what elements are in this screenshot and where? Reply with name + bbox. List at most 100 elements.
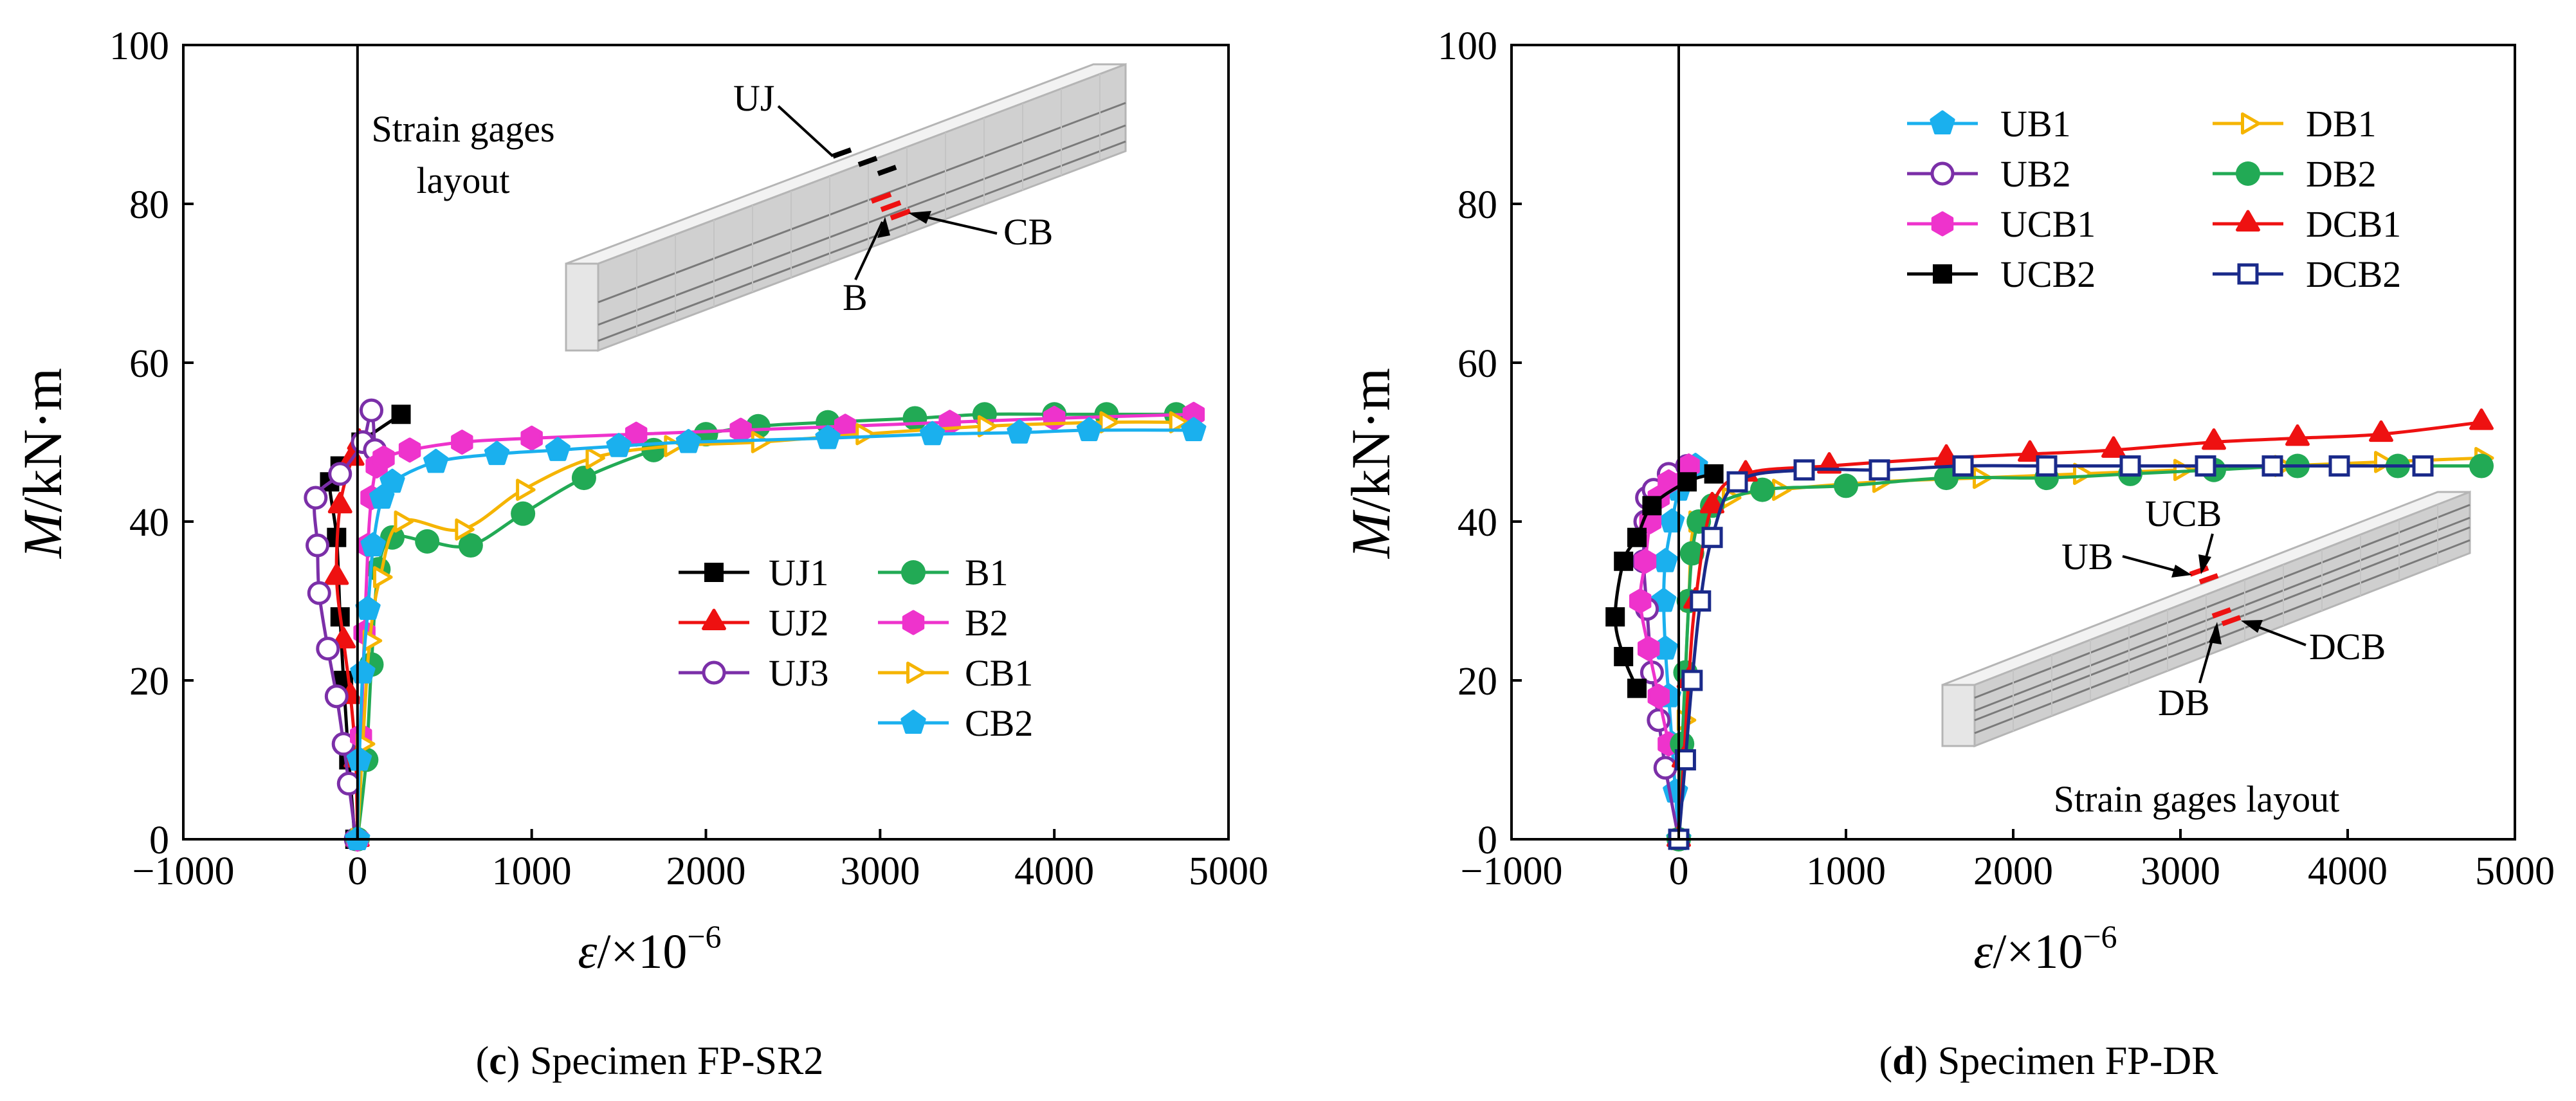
data-point-b1-5: [415, 529, 440, 554]
data-point-cb2-11: [675, 429, 702, 453]
x-axis-symbol-c: ε: [578, 925, 597, 979]
x-axis-unit-d: /×10: [1993, 925, 2083, 979]
legend-item-db1: DB1: [2213, 103, 2377, 145]
data-point-cb1-9: [751, 431, 771, 453]
data-point-uj3-7: [304, 486, 328, 510]
data-point-b1-6: [458, 533, 483, 558]
data-point-cb1-6: [516, 478, 536, 501]
data-point-dcb1-12: [2369, 420, 2393, 442]
legend-label-cb2: CB2: [965, 702, 1033, 744]
data-point-cb2-7: [423, 448, 449, 473]
beam-c-front-face: [597, 62, 1127, 352]
data-point-cb2-8: [484, 441, 510, 466]
legend-label-db1: DB1: [2306, 103, 2377, 145]
data-point-uj3-8: [328, 462, 352, 486]
caption-d: (d) Specimen FP-DR: [1879, 1039, 2218, 1083]
y-tick-label-c-2: 40: [129, 501, 169, 545]
beam-d-front-face: [1973, 490, 2471, 748]
legend-label-uj1: UJ1: [769, 552, 828, 594]
legend-marker-d-dcb2: [2237, 263, 2259, 285]
data-point-cb2-10: [606, 433, 632, 457]
data-point-uj2-3: [331, 626, 356, 649]
data-point-cb2-16: [1181, 417, 1207, 442]
data-point-dcb2-8: [1952, 455, 1974, 477]
data-point-ucb2-0: [1627, 678, 1647, 698]
legend-label-dcb1: DCB1: [2306, 203, 2401, 245]
beam-c-stirrups: [636, 74, 1101, 336]
data-point-cb1-5: [455, 518, 475, 541]
legend-item-db2: DB2: [2213, 153, 2377, 195]
data-point-uj2-4: [324, 563, 349, 585]
data-point-ucb2-1: [1614, 646, 1634, 666]
data-point-b1-8: [571, 466, 596, 491]
legend-item-ucb2: UCB2: [1907, 253, 2096, 295]
legend-item-ub1: UB1: [1907, 103, 2071, 145]
arrow-ub: [2171, 565, 2192, 578]
strain-gages-uj: [832, 147, 897, 176]
data-point-b2-7: [398, 437, 421, 463]
x-tick-label-d-0: −1000: [1461, 850, 1563, 893]
x-axis-label-c: ε/×10−6: [578, 918, 721, 979]
y-tick-label-c-1: 20: [129, 660, 169, 704]
beam-c-rebar-2: [598, 124, 1126, 326]
data-point-ucb1-3: [1629, 588, 1652, 614]
data-point-uj3-3: [324, 684, 349, 709]
legend-item-dcb1: DCB1: [2213, 203, 2401, 245]
legend-marker-d-db1: [2241, 112, 2261, 135]
y-axis-label-c: M/kN·m: [12, 368, 73, 560]
data-point-b2-11: [729, 417, 752, 443]
data-point-cb1-10: [855, 423, 875, 446]
inset-c: Strain gages layout: [371, 62, 1127, 352]
legend-label-ucb1: UCB1: [2000, 203, 2096, 245]
x-tick-label-c-3: 2000: [666, 850, 746, 893]
leader-uj: [777, 105, 834, 158]
legend-label-b1: B1: [965, 552, 1009, 594]
beam-drawing-c: [565, 62, 1127, 352]
y-tick-label-d-5: 100: [1438, 24, 1497, 68]
x-axis-exp-c: −6: [687, 918, 721, 954]
data-point-dcb1-10: [2202, 428, 2226, 450]
y-axis-symbol-d: M: [1340, 509, 1402, 560]
strain-gages-cb: [870, 192, 911, 221]
data-point-cb1-12: [1099, 411, 1119, 433]
data-point-dcb2-7: [1868, 459, 1890, 481]
data-point-dcb2-13: [2328, 455, 2350, 477]
data-point-cb1-3: [373, 566, 393, 588]
caption-c: (c) Specimen FP-SR2: [476, 1039, 824, 1083]
legend-label-cb1: CB1: [965, 652, 1033, 694]
legend-marker-c-cb1: [906, 661, 926, 684]
data-point-cb2-4: [360, 532, 386, 557]
data-point-dcb2-5: [1726, 471, 1748, 493]
beam-d-stirrups: [2013, 505, 2438, 731]
series-line-cb2: [356, 428, 1194, 840]
arrow-db: [2209, 622, 2222, 644]
caption-d-text: Specimen FP-DR: [1938, 1039, 2218, 1083]
x-tick-label-d-1: 0: [1669, 850, 1689, 893]
data-point-db1-8: [2073, 462, 2093, 486]
data-point-dcb1-7: [1934, 444, 1959, 466]
legend-item-dcb2: DCB2: [2213, 253, 2401, 295]
data-point-dcb2-6: [1793, 459, 1815, 481]
y-tick-label-c-5: 100: [109, 24, 169, 68]
data-point-cb2-13: [919, 421, 945, 446]
data-point-ucb2-2: [1605, 607, 1625, 627]
data-point-dcb2-9: [2036, 455, 2058, 477]
data-point-cb2-1: [346, 747, 372, 771]
x-axis-exp-d: −6: [2083, 918, 2117, 954]
x-tick-label-c-2: 1000: [492, 850, 572, 893]
x-tick-label-c-1: 0: [347, 850, 367, 893]
data-point-dcb1-8: [2018, 440, 2042, 462]
data-point-dcb2-14: [2412, 455, 2434, 477]
series-line-cb1: [356, 420, 1176, 840]
data-point-ub2-1: [1653, 756, 1677, 780]
data-point-ucb1-2: [1637, 636, 1660, 662]
data-point-b1-13: [902, 406, 927, 431]
y-axis-label-d: M/kN·m: [1340, 368, 1402, 560]
x-axis-unit-c: /×10: [597, 925, 687, 979]
legend-marker-d-ub1: [1930, 110, 1955, 135]
strain-gages-ub-ucb: [2189, 565, 2219, 585]
x-axis-label-d: ε/×10−6: [1973, 918, 2117, 979]
inset-label-db: DB: [2158, 682, 2210, 723]
legend-label-ub1: UB1: [2000, 103, 2071, 145]
y-tick-label-c-4: 80: [129, 183, 169, 227]
